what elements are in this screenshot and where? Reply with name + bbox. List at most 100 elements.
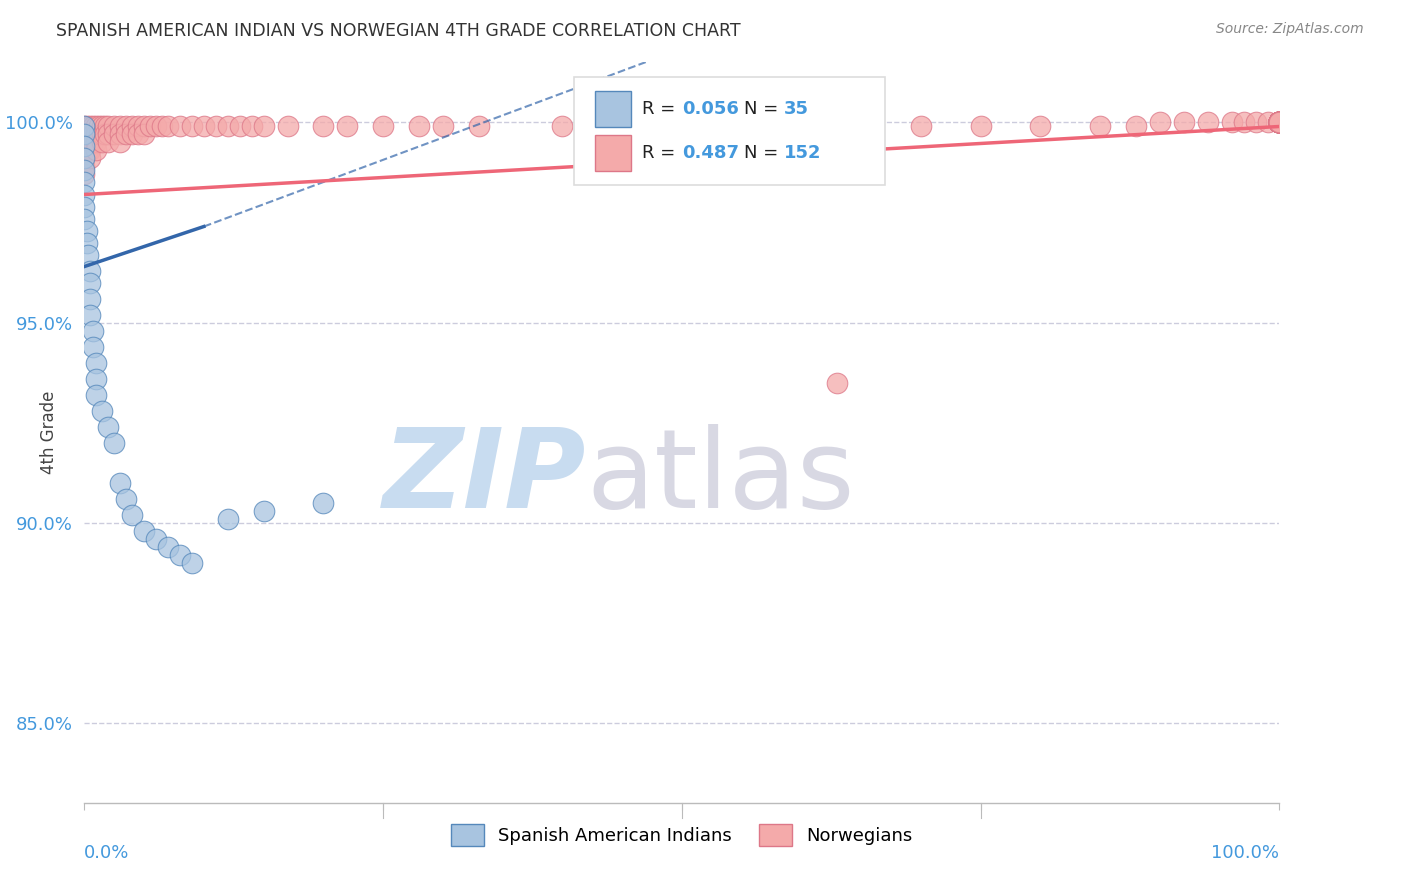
Point bbox=[1268, 115, 1291, 129]
Point bbox=[121, 128, 143, 142]
Point bbox=[110, 136, 132, 150]
Point bbox=[193, 120, 215, 134]
Text: N =: N = bbox=[744, 100, 785, 118]
Point bbox=[97, 120, 120, 134]
Point bbox=[73, 120, 96, 134]
Text: 0.0%: 0.0% bbox=[84, 844, 129, 862]
Point bbox=[1268, 115, 1291, 129]
Point bbox=[1268, 115, 1291, 129]
Point bbox=[82, 136, 104, 150]
Point bbox=[79, 136, 101, 150]
Point bbox=[73, 136, 96, 150]
Point bbox=[76, 128, 98, 142]
Point bbox=[97, 128, 120, 142]
Bar bbox=[595, 136, 630, 170]
Point bbox=[1268, 115, 1291, 129]
Point bbox=[79, 308, 101, 322]
Text: 35: 35 bbox=[783, 100, 808, 118]
Text: SPANISH AMERICAN INDIAN VS NORWEGIAN 4TH GRADE CORRELATION CHART: SPANISH AMERICAN INDIAN VS NORWEGIAN 4TH… bbox=[56, 22, 741, 40]
Legend: Spanish American Indians, Norwegians: Spanish American Indians, Norwegians bbox=[444, 816, 920, 853]
Point bbox=[1197, 115, 1219, 129]
Point bbox=[103, 120, 125, 134]
Point bbox=[1268, 115, 1291, 129]
Point bbox=[97, 136, 120, 150]
Point bbox=[1268, 115, 1291, 129]
Point bbox=[1268, 115, 1291, 129]
Point bbox=[91, 120, 114, 134]
Point bbox=[731, 120, 754, 134]
Point bbox=[1268, 115, 1291, 129]
Point bbox=[1268, 115, 1291, 129]
Point bbox=[851, 120, 873, 134]
Point bbox=[1268, 115, 1291, 129]
Point bbox=[1268, 115, 1291, 129]
Point bbox=[1268, 115, 1291, 129]
Point bbox=[150, 120, 173, 134]
Point bbox=[1268, 115, 1291, 129]
Point bbox=[1268, 115, 1291, 129]
Point bbox=[1268, 115, 1291, 129]
Point bbox=[1029, 120, 1052, 134]
Point bbox=[1268, 115, 1291, 129]
Point bbox=[1268, 115, 1291, 129]
Point bbox=[73, 139, 96, 153]
Point bbox=[1268, 115, 1291, 129]
Point bbox=[82, 340, 104, 354]
Point bbox=[1268, 115, 1291, 129]
Point bbox=[1257, 115, 1279, 129]
Point bbox=[217, 511, 239, 525]
Point bbox=[1268, 115, 1291, 129]
Point bbox=[77, 247, 100, 261]
Point bbox=[1268, 115, 1291, 129]
Point bbox=[139, 120, 162, 134]
Point bbox=[1268, 115, 1291, 129]
Point bbox=[73, 163, 96, 178]
Text: 4th Grade: 4th Grade bbox=[39, 391, 58, 475]
Point bbox=[1268, 115, 1291, 129]
Point bbox=[373, 120, 395, 134]
Point bbox=[127, 120, 149, 134]
Text: 0.056: 0.056 bbox=[682, 100, 738, 118]
Point bbox=[79, 276, 101, 290]
Point bbox=[612, 120, 634, 134]
Point bbox=[1268, 115, 1291, 129]
Point bbox=[1268, 115, 1291, 129]
Point bbox=[91, 128, 114, 142]
Point bbox=[79, 263, 101, 277]
Point bbox=[86, 371, 108, 385]
Point bbox=[115, 128, 138, 142]
Point bbox=[76, 235, 98, 250]
Point bbox=[1268, 115, 1291, 129]
Point bbox=[181, 556, 204, 570]
Point bbox=[1268, 115, 1291, 129]
Point bbox=[86, 144, 108, 158]
Point bbox=[73, 160, 96, 174]
Point bbox=[1268, 115, 1291, 129]
Point bbox=[1268, 115, 1291, 129]
Text: 100.0%: 100.0% bbox=[1212, 844, 1279, 862]
Point bbox=[93, 120, 115, 134]
Point bbox=[73, 176, 96, 190]
Point bbox=[77, 136, 100, 150]
Point bbox=[93, 128, 115, 142]
Point bbox=[910, 120, 932, 134]
Point bbox=[73, 187, 96, 202]
Text: R =: R = bbox=[643, 100, 682, 118]
Point bbox=[145, 120, 167, 134]
Point bbox=[1268, 115, 1291, 129]
Text: 152: 152 bbox=[783, 144, 821, 162]
Point bbox=[1268, 115, 1291, 129]
Point bbox=[73, 168, 96, 182]
Point bbox=[87, 128, 110, 142]
Point bbox=[1268, 115, 1291, 129]
Point bbox=[73, 211, 96, 226]
Point bbox=[127, 128, 149, 142]
Point bbox=[121, 508, 143, 522]
Text: N =: N = bbox=[744, 144, 785, 162]
Point bbox=[1268, 115, 1291, 129]
Point bbox=[73, 128, 96, 142]
Point bbox=[1268, 115, 1291, 129]
Point bbox=[1268, 115, 1291, 129]
Point bbox=[110, 128, 132, 142]
Point bbox=[79, 128, 101, 142]
